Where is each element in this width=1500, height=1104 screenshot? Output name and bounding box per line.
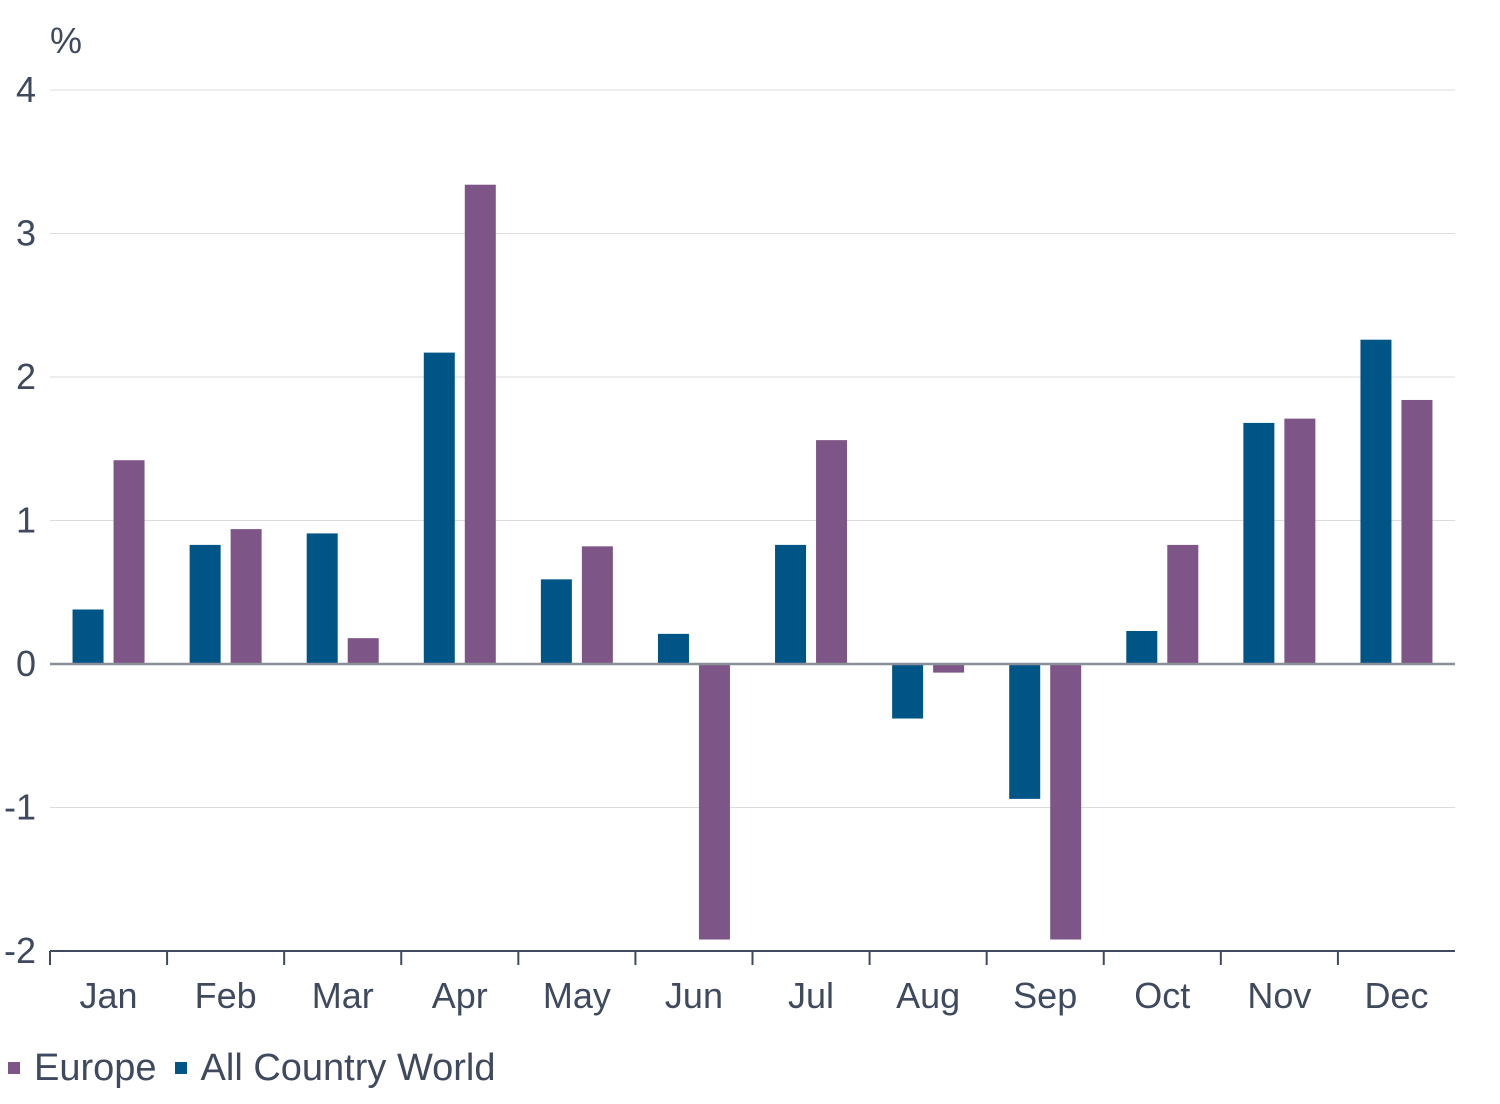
- bar-all-country-world-feb: [189, 544, 221, 664]
- bar-europe-jul: [816, 440, 848, 664]
- bar-europe-nov: [1284, 418, 1316, 664]
- y-tick-label-0: 0: [16, 643, 36, 684]
- bar-europe-mar: [347, 638, 379, 664]
- bar-all-country-world-jul: [775, 544, 807, 664]
- bar-all-country-world-may: [540, 579, 572, 664]
- bar-all-country-world-jun: [657, 633, 689, 664]
- legend-swatch-europe: [8, 1062, 20, 1074]
- y-tick-label-4: 4: [16, 69, 36, 110]
- x-tick-label-jan: Jan: [80, 975, 138, 1016]
- bar-all-country-world-sep: [1009, 664, 1041, 799]
- bar-europe-aug: [933, 664, 965, 673]
- gridlines: [50, 89, 1455, 808]
- y-tick-label-1: -1: [4, 787, 36, 828]
- bar-all-country-world-mar: [306, 533, 338, 664]
- bar-europe-jan: [113, 460, 145, 664]
- x-tick-label-apr: Apr: [432, 975, 488, 1016]
- legend-item-all-country-world: All Country World: [174, 1046, 496, 1090]
- x-tick-label-feb: Feb: [195, 975, 257, 1016]
- tick-labels: 4 3 2 1 0 -1 -2 Jan Feb Mar Apr May Jun Jul Aug Sep Oct N…: [4, 69, 1428, 1016]
- x-tick-label-nov: Nov: [1247, 975, 1311, 1016]
- bar-europe-feb: [230, 529, 262, 664]
- bar-all-country-world-nov: [1243, 422, 1275, 664]
- x-tick-label-mar: Mar: [312, 975, 374, 1016]
- legend-item-europe: Europe: [8, 1047, 157, 1090]
- legend: Europe All Country World: [8, 1044, 514, 1092]
- legend-swatch-all-country-world: [174, 1062, 187, 1074]
- bar-all-country-world-aug: [892, 664, 924, 719]
- bar-europe-may: [581, 546, 613, 664]
- y-unit-label: %: [50, 20, 82, 61]
- bar-all-country-world-oct: [1126, 630, 1158, 664]
- y-tick-label-2: 2: [16, 356, 36, 397]
- bar-all-country-world-dec: [1360, 339, 1392, 664]
- bar-all-country-world-apr: [423, 352, 455, 664]
- bar-all-country-world-jan: [72, 609, 104, 664]
- y-tick-label-3: 3: [16, 213, 36, 254]
- x-tick-label-dec: Dec: [1364, 975, 1428, 1016]
- legend-label-europe: Europe: [34, 1046, 157, 1089]
- x-tick-label-may: May: [543, 975, 611, 1016]
- x-tick-label-oct: Oct: [1134, 975, 1190, 1016]
- legend-label-all-country-world: All Country World: [200, 1046, 496, 1089]
- y-tick-label-2: -2: [4, 930, 36, 971]
- x-tick-label-jul: Jul: [788, 975, 834, 1016]
- bar-europe-jun: [698, 664, 730, 940]
- bar-europe-apr: [464, 184, 496, 664]
- x-tick-label-sep: Sep: [1013, 975, 1077, 1016]
- y-tick-label-1: 1: [16, 500, 36, 541]
- bar-europe-oct: [1167, 544, 1199, 664]
- bar-europe-sep: [1050, 664, 1082, 940]
- axes: [49, 662, 1455, 965]
- bars: [72, 184, 1433, 940]
- x-tick-label-jun: Jun: [665, 975, 723, 1016]
- x-tick-label-aug: Aug: [896, 975, 960, 1016]
- bar-europe-dec: [1401, 399, 1433, 664]
